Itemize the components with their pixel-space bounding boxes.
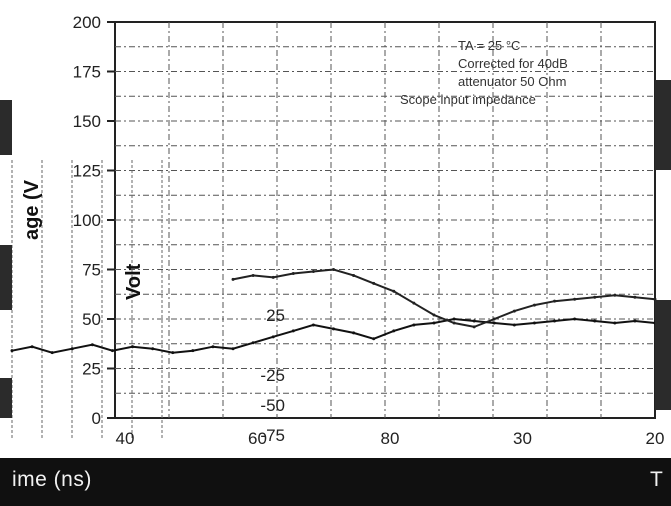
series-point xyxy=(90,343,94,347)
series-line xyxy=(11,317,656,354)
series-point xyxy=(432,321,436,325)
x-axis-label: ime (ns) xyxy=(12,468,92,491)
series-point xyxy=(271,335,275,339)
series-point xyxy=(573,317,577,321)
series-line xyxy=(232,268,656,328)
series-point xyxy=(573,297,577,301)
series-point xyxy=(171,351,175,355)
y-tick-label: 0 xyxy=(92,409,101,428)
x-tick-label: 80 xyxy=(381,429,400,448)
series-point xyxy=(30,345,34,349)
series-point xyxy=(311,269,315,273)
series-point xyxy=(452,321,456,325)
series-layer xyxy=(10,268,657,355)
left-edge-strip xyxy=(0,245,12,310)
series-point xyxy=(412,323,416,327)
y-secondary-tick-label: -75 xyxy=(260,426,285,445)
series-point xyxy=(553,299,557,303)
series-point xyxy=(291,329,295,333)
series-point xyxy=(332,268,335,271)
series-point xyxy=(271,275,275,279)
series-point xyxy=(251,341,255,345)
y-tick-label: 175 xyxy=(73,63,101,82)
series-point xyxy=(10,349,14,353)
series-point xyxy=(452,317,456,321)
y-tick-label: 50 xyxy=(82,310,101,329)
annotation-text: Corrected for 40dB xyxy=(458,56,568,71)
y-tick-label: 125 xyxy=(73,162,101,181)
series-point xyxy=(512,309,516,313)
left-edge-strip xyxy=(0,100,12,155)
series-point xyxy=(512,323,516,327)
series-point xyxy=(311,323,315,327)
y-secondary-tick-label: -25 xyxy=(260,366,285,385)
annotation-text: attenuator 50 Ohm xyxy=(458,74,566,89)
y-tick-label: 75 xyxy=(82,261,101,280)
series-point xyxy=(131,345,135,349)
series-point xyxy=(372,281,376,285)
series-point xyxy=(70,347,74,351)
annotation-text: TA = 25 °C xyxy=(458,38,520,53)
annotation-text: Scope input impedance xyxy=(400,92,536,107)
series-point xyxy=(412,301,416,305)
x-tick-label: 40 xyxy=(116,429,135,448)
right-edge-strip xyxy=(655,80,671,170)
series-point xyxy=(392,289,396,293)
series-point xyxy=(472,319,476,323)
series-point xyxy=(50,351,54,355)
y-tick-labels: 200 175 150 125 100 75 50 25 0 xyxy=(73,13,115,428)
series-point xyxy=(110,349,114,353)
x-tick-label: 20 xyxy=(646,429,665,448)
series-point xyxy=(472,325,476,329)
annotation-block: TA = 25 °C Corrected for 40dB attenuator 5… xyxy=(400,38,568,107)
series-point xyxy=(392,329,396,333)
y-tick-label: 25 xyxy=(82,360,101,379)
series-point xyxy=(352,273,356,277)
series-point xyxy=(432,313,436,317)
y-secondary-tick-labels: 25 -25 -50 -75 xyxy=(260,306,285,445)
y-tick-label: 200 xyxy=(73,13,101,32)
y-tick-label: 150 xyxy=(73,112,101,131)
series-point xyxy=(211,345,215,349)
series-point xyxy=(532,303,536,307)
series-point xyxy=(633,319,637,323)
series-point xyxy=(593,319,597,323)
x-axis-label-right: T xyxy=(650,468,663,491)
series-point xyxy=(332,327,335,331)
series-point xyxy=(613,321,617,325)
grid-lines xyxy=(11,21,656,440)
y-secondary-tick-label: 25 xyxy=(266,306,285,325)
series-point xyxy=(251,273,255,277)
series-point xyxy=(532,321,536,325)
series-point xyxy=(613,293,617,297)
series-point xyxy=(231,347,235,351)
series-point xyxy=(593,295,597,299)
series-point xyxy=(492,317,496,321)
left-edge-strip xyxy=(0,378,12,418)
series-point xyxy=(191,349,195,353)
series-point xyxy=(291,271,295,275)
x-tick-labels: 40 60 80 30 20 xyxy=(116,429,665,448)
series-point xyxy=(352,331,356,335)
x-axis-label-band xyxy=(0,458,671,506)
series-point xyxy=(553,319,557,323)
series-point xyxy=(151,347,155,351)
series-point xyxy=(372,337,376,341)
y-secondary-tick-label: -50 xyxy=(260,396,285,415)
y-axis-label: age (V xyxy=(21,179,43,240)
x-tick-label: 60 xyxy=(248,429,267,448)
x-tick-label: 30 xyxy=(513,429,532,448)
series-point xyxy=(633,295,637,299)
series-point xyxy=(492,321,496,325)
series-point xyxy=(653,297,657,301)
right-edge-strip xyxy=(655,300,671,410)
y-tick-label: 100 xyxy=(73,211,101,230)
series-point xyxy=(231,277,235,281)
y-axis-secondary-label: Volt xyxy=(123,263,145,300)
